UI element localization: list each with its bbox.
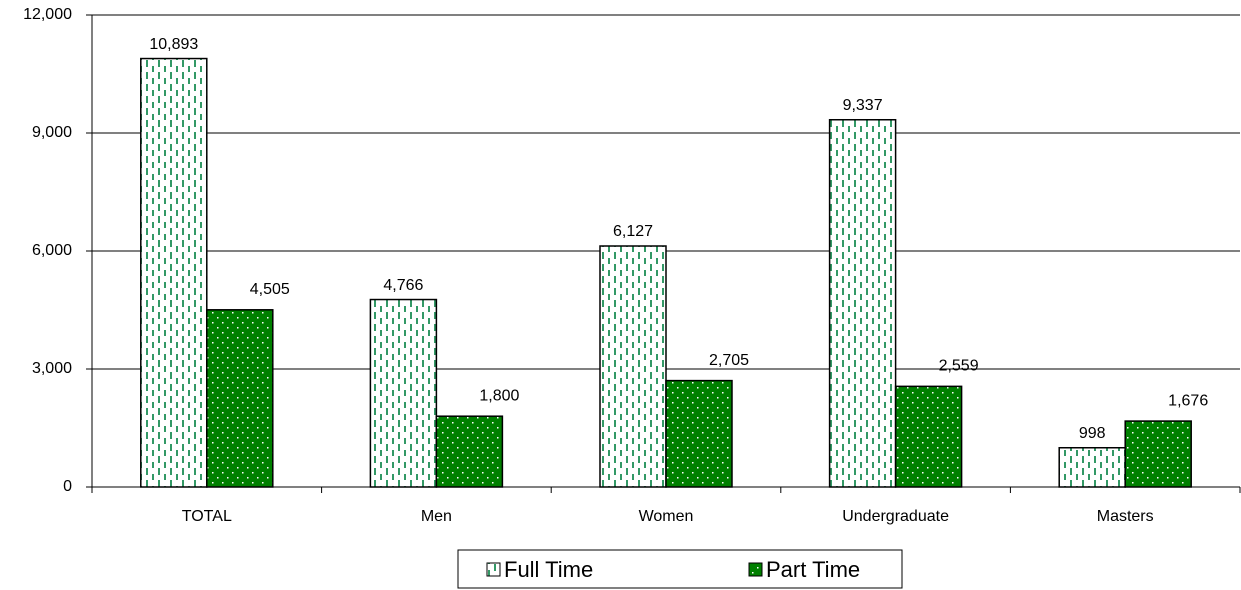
x-tick-label: Men <box>421 508 452 525</box>
data-label: 2,705 <box>709 352 749 369</box>
x-tick-label: Undergraduate <box>842 508 949 525</box>
x-tick-label: TOTAL <box>182 508 232 525</box>
data-label: 2,559 <box>939 358 979 375</box>
data-label: 998 <box>1079 425 1106 442</box>
bar <box>828 118 897 488</box>
bar <box>1124 420 1192 488</box>
legend-swatch <box>748 562 763 577</box>
y-tick-label: 6,000 <box>32 242 72 259</box>
bar <box>435 415 504 488</box>
y-tick-label: 0 <box>63 478 72 495</box>
data-label: 4,766 <box>383 277 423 294</box>
legend-label: Part Time <box>766 557 860 582</box>
legend-box <box>457 549 903 589</box>
x-tick-label: Women <box>639 508 694 525</box>
data-label: 4,505 <box>250 281 290 298</box>
bar <box>1058 446 1126 488</box>
y-tick-label: 12,000 <box>23 6 72 23</box>
bar <box>894 385 963 488</box>
data-label: 6,127 <box>613 223 653 240</box>
data-label: 1,676 <box>1168 392 1208 409</box>
y-tick-label: 3,000 <box>32 360 72 377</box>
data-label: 1,800 <box>479 387 519 404</box>
legend-label: Full Time <box>504 557 593 582</box>
bar <box>206 309 274 488</box>
legend-swatch <box>486 562 501 577</box>
bar <box>140 57 208 488</box>
data-label: 10,893 <box>149 36 198 53</box>
bar <box>665 379 733 488</box>
bar <box>599 245 667 488</box>
bar <box>369 298 438 488</box>
x-tick-label: Masters <box>1097 508 1154 525</box>
y-tick-label: 9,000 <box>32 124 72 141</box>
data-label: 9,337 <box>843 97 883 114</box>
